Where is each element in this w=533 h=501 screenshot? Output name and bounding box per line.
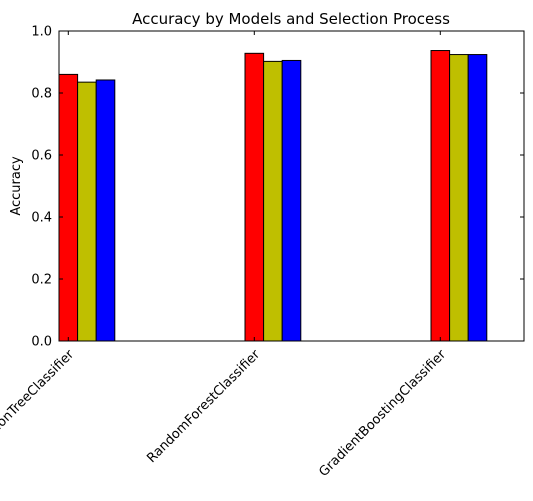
- bar: [430, 50, 451, 342]
- bar: [244, 52, 265, 342]
- y-tick-label: 0.6: [31, 149, 52, 164]
- bars-layer: [58, 50, 488, 342]
- bar: [95, 79, 116, 342]
- y-axis-label: Accuracy: [9, 156, 24, 216]
- bar: [467, 54, 488, 342]
- bar: [263, 60, 283, 342]
- chart-title: Accuracy by Models and Selection Process: [132, 10, 450, 28]
- y-tick-label: 1.0: [31, 25, 52, 40]
- bar: [449, 54, 469, 342]
- bar: [77, 81, 97, 342]
- bar: [281, 59, 302, 342]
- y-axis: 0.0 0.2 0.4 0.6 0.8 1.0: [31, 25, 524, 350]
- y-tick-label: 0.4: [31, 211, 52, 226]
- y-tick-label: 0.2: [31, 273, 52, 288]
- plot-frame: [58, 30, 525, 342]
- y-tick-label: 0.8: [31, 87, 52, 102]
- y-tick-label: 0.0: [31, 335, 52, 350]
- bar: [58, 73, 79, 342]
